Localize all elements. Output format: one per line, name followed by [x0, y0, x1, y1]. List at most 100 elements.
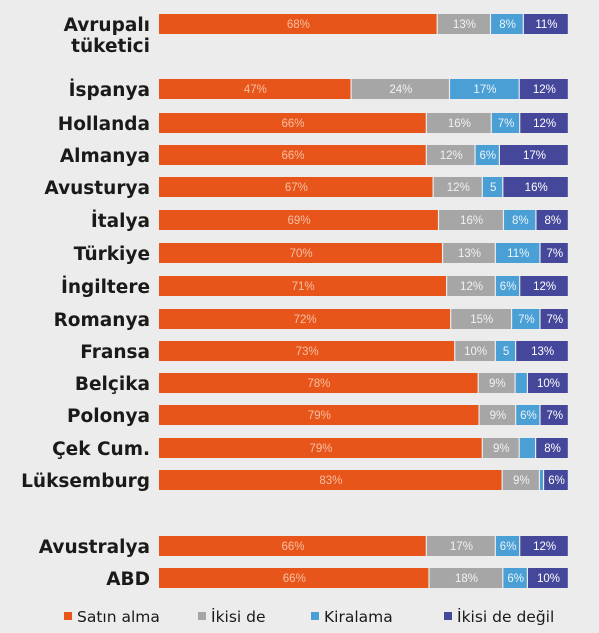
value-label-i-ngiltere-satın-alma: 71% [292, 281, 315, 293]
value-label-çek-cum-i-kisi-de: 9% [493, 443, 510, 455]
value-label-i-ngiltere-i-kisi-de-değil: 12% [533, 281, 556, 293]
value-label-polonya-i-kisi-de-değil: 7% [546, 410, 563, 422]
value-label-belçika-i-kisi-de-değil: 10% [537, 378, 560, 390]
bar-polonya-i-kisi-de [479, 405, 516, 425]
value-label-romanya-satın-alma: 72% [294, 314, 317, 326]
value-label-hollanda-i-kisi-de-değil: 12% [533, 118, 556, 130]
bar-hollanda-satın-alma [159, 113, 426, 133]
value-label-avrupalı-tüketici-satın-alma: 68% [287, 19, 310, 31]
legend-label-kiralama: Kiralama [324, 608, 393, 626]
value-label-türkiye-satın-alma: 70% [290, 248, 313, 260]
bar-almanya-kiralama [475, 145, 499, 165]
category-label-i-talya: İtalya [91, 210, 150, 232]
value-label-fransa-kiralama: 5 [503, 346, 509, 358]
bar-belçika-i-kisi-de [478, 373, 515, 393]
value-label-belçika-i-kisi-de: 9% [489, 378, 506, 390]
value-label-hollanda-kiralama: 7% [498, 118, 515, 130]
bar-türkiye-i-kisi-de-değil [540, 243, 568, 263]
value-label-lüksemburg-satın-alma: 83% [319, 475, 342, 487]
bar-i-talya-i-kisi-de-değil [536, 210, 568, 230]
category-label-avusturya: Avusturya [44, 178, 150, 199]
value-label-i-talya-kiralama: 8% [512, 215, 529, 227]
value-label-almanya-i-kisi-de-değil: 17% [523, 150, 546, 162]
bar-i-spanya-satın-alma [159, 79, 351, 99]
bar-i-talya-i-kisi-de [439, 210, 503, 230]
bar-polonya-kiralama [516, 405, 540, 425]
value-label-türkiye-i-kisi-de-değil: 7% [546, 248, 563, 260]
value-label-avrupalı-tüketici-i-kisi-de-değil: 11% [535, 19, 557, 31]
value-label-romanya-i-kisi-de: 15% [470, 314, 493, 326]
value-label-romanya-i-kisi-de-değil: 7% [546, 314, 563, 326]
value-label-avustralya-i-kisi-de-değil: 12% [533, 541, 556, 553]
value-label-abd-i-kisi-de-değil: 10% [537, 573, 560, 585]
value-label-avustralya-kiralama: 6% [500, 541, 517, 553]
value-label-çek-cum-i-kisi-de-değil: 8% [544, 443, 561, 455]
value-label-polonya-kiralama: 6% [520, 410, 537, 422]
legend-label-i-kisi-de-değil: İkisi de değil [457, 607, 554, 626]
bar-lüksemburg-i-kisi-de [502, 470, 539, 490]
value-label-i-ngiltere-kiralama: 6% [500, 281, 517, 293]
legend: Satın alma İkisi de Kiralama İkisi de değil [64, 607, 554, 626]
value-label-avustralya-i-kisi-de: 17% [450, 541, 473, 553]
category-label-romanya: Romanya [54, 310, 150, 331]
bar-türkiye-kiralama [495, 243, 540, 263]
value-label-almanya-i-kisi-de: 12% [440, 150, 463, 162]
category-label-avrupalı-tüketici-line-2: tüketici [71, 36, 150, 57]
bar-avrupalı-tüketici-i-kisi-de-değil [523, 14, 568, 34]
bar-hollanda-i-kisi-de [426, 113, 491, 133]
bar-i-ngiltere-i-kisi-de-değil [520, 276, 568, 296]
bar-çek-cum-i-kisi-de [482, 438, 519, 458]
bar-almanya-i-kisi-de-değil [499, 145, 568, 165]
bar-fransa-kiralama [495, 341, 516, 361]
value-label-avusturya-i-kisi-de-değil: 16% [525, 182, 548, 194]
bar-avustralya-kiralama [495, 536, 520, 556]
bar-polonya-satın-alma [159, 405, 479, 425]
value-label-lüksemburg-i-kisi-de-değil: 6% [548, 475, 565, 487]
category-label-hollanda: Hollanda [58, 114, 150, 135]
value-label-fransa-i-kisi-de: 10% [464, 346, 487, 358]
bar-avustralya-i-kisi-de-değil [520, 536, 568, 556]
category-label-polonya: Polonya [67, 406, 150, 427]
bar-romanya-kiralama [512, 309, 540, 329]
bar-belçika-satın-alma [159, 373, 478, 393]
bar-abd-kiralama [503, 568, 527, 588]
category-label-avrupalı-tüketici-line-1: Avrupalı [64, 15, 150, 36]
value-label-i-spanya-kiralama: 17% [473, 84, 496, 96]
value-label-avrupalı-tüketici-kiralama: 8% [499, 19, 516, 31]
bar-i-ngiltere-i-kisi-de [447, 276, 495, 296]
category-label-i-ngiltere: İngiltere [61, 276, 150, 298]
bar-fransa-satın-alma [159, 341, 455, 361]
value-label-avustralya-satın-alma: 66% [281, 541, 304, 553]
category-label-çek-cum: Çek Cum. [52, 439, 150, 460]
legend-swatch-i-kisi-de [198, 612, 206, 620]
bar-romanya-i-kisi-de [451, 309, 511, 329]
value-label-türkiye-kiralama: 11% [507, 248, 529, 260]
value-label-hollanda-satın-alma: 66% [281, 118, 304, 130]
value-label-avusturya-kiralama: 5 [490, 182, 496, 194]
value-label-i-spanya-i-kisi-de-değil: 12% [533, 84, 556, 96]
value-label-fransa-i-kisi-de-değil: 13% [531, 346, 554, 358]
bar-avrupalı-tüketici-kiralama [491, 14, 523, 34]
category-label-almanya: Almanya [60, 146, 150, 167]
bar-avusturya-i-kisi-de [433, 177, 482, 197]
bar-belçika-i-kisi-de-değil [528, 373, 568, 393]
bar-i-talya-kiralama [504, 210, 536, 230]
bar-i-spanya-i-kisi-de-değil [519, 79, 568, 99]
value-label-i-spanya-i-kisi-de: 24% [389, 84, 412, 96]
bar-avusturya-satın-alma [159, 177, 433, 197]
value-label-almanya-kiralama: 6% [479, 150, 496, 162]
value-label-türkiye-i-kisi-de: 13% [458, 248, 481, 260]
bar-abd-i-kisi-de-değil [528, 568, 568, 588]
bars: 68% 13% 8% 11% 47% 24% 17% 12% 66% 16% 7% 12% 66% 12%… [159, 14, 568, 588]
legend-swatch-i-kisi-de-değil [444, 612, 452, 620]
value-label-avusturya-satın-alma: 67% [285, 182, 308, 194]
bar-hollanda-i-kisi-de-değil [520, 113, 568, 133]
category-label-lüksemburg: Lüksemburg [21, 471, 150, 492]
value-label-fransa-satın-alma: 73% [296, 346, 319, 358]
value-label-i-talya-i-kisi-de-değil: 8% [544, 215, 561, 227]
bar-türkiye-satın-alma [159, 243, 442, 263]
legend-label-satın-alma: Satın alma [77, 608, 160, 626]
category-label-abd: ABD [106, 569, 150, 590]
bar-hollanda-kiralama [491, 113, 520, 133]
